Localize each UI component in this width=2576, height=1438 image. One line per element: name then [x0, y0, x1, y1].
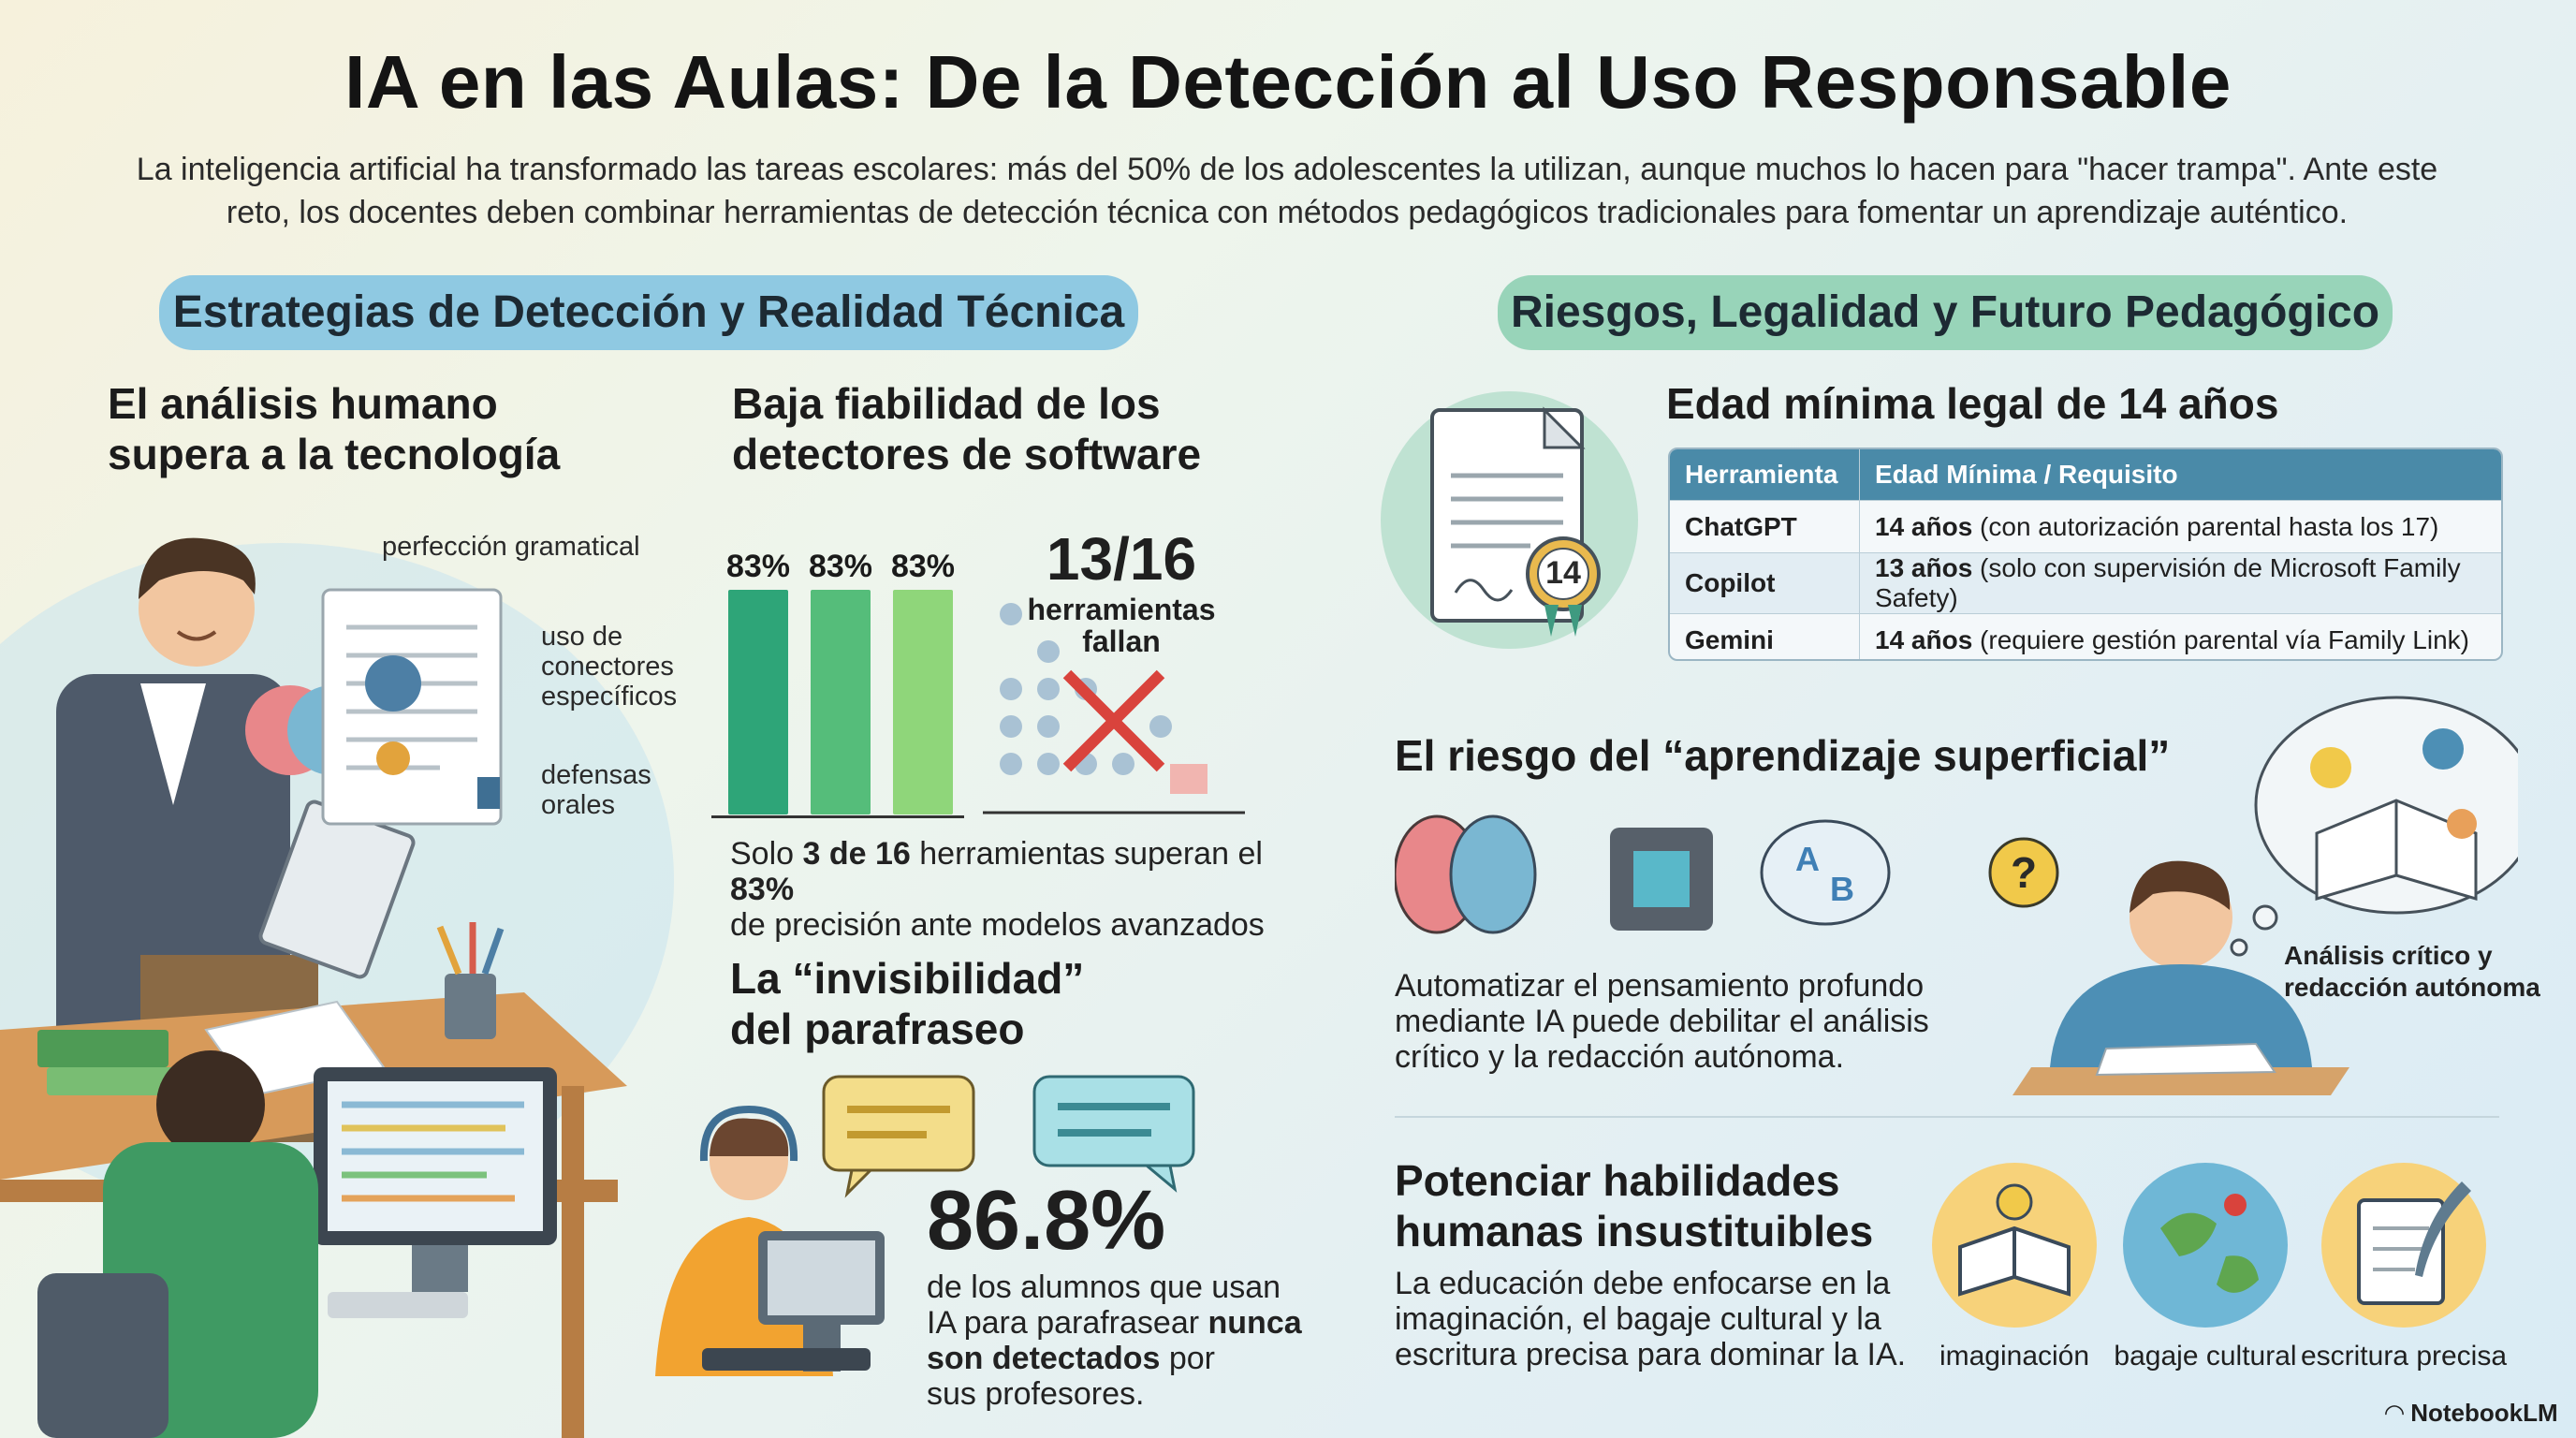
- question-icon: ?: [1988, 837, 2059, 908]
- table-row: Copilot 13 años (solo con supervisión de…: [1670, 552, 2501, 614]
- legal-age-heading: Edad mínima legal de 14 años: [1666, 379, 2279, 428]
- intro-paragraph: La inteligencia artificial ha transforma…: [136, 152, 2438, 230]
- superficial-text: Automatizar el pensamiento profundo medi…: [1395, 968, 1929, 1075]
- label-grammar-perfection: perfección gramatical: [382, 532, 640, 562]
- paraphrase-text: de los alumnos que usan IA para parafras…: [927, 1269, 1302, 1412]
- legal-document-icon: 14: [1381, 391, 1638, 649]
- globe-icon: [2123, 1163, 2288, 1328]
- label-oral-defense: defensas orales: [541, 760, 651, 820]
- tools-fail-stat: 13/16 herramientas fallan: [1027, 525, 1216, 658]
- human-skills-heading: Potenciar habilidades humanas insustitui…: [1395, 1156, 1874, 1255]
- teacher-illustration: [0, 537, 674, 1438]
- section-header-detection: Estrategias de Detección y Realidad Técn…: [159, 275, 1138, 350]
- student-thinking-illustration: [2012, 696, 2518, 1095]
- icon-caption: bagaje cultural: [2114, 1341, 2297, 1372]
- svg-text:B: B: [1830, 870, 1854, 908]
- imagination-icon: [1932, 1163, 2097, 1328]
- brand-logo-icon: ◠: [2385, 1399, 2411, 1427]
- bar: [811, 590, 871, 814]
- bar: [728, 590, 788, 814]
- table-row: ChatGPT 14 años (con autorización parent…: [1670, 500, 2501, 553]
- tools-grid-icon: [983, 603, 1245, 814]
- quill-writing-icon: [2321, 1163, 2486, 1328]
- critical-analysis-label: Análisis crítico y redacción autónoma: [2284, 941, 2540, 1002]
- bar: [893, 590, 953, 814]
- label-connectors: uso de conectores específicos: [541, 622, 678, 712]
- bar-value: 83%: [890, 549, 956, 584]
- icon-caption: escritura precisa: [2300, 1341, 2508, 1372]
- age-badge: 14: [1545, 555, 1581, 591]
- page-title: IA en las Aulas: De la Detección al Uso …: [344, 40, 2232, 124]
- brain-icon: [1395, 814, 1537, 934]
- bar-value: 83%: [808, 549, 873, 584]
- detectors-heading: Baja fiabilidad de los detectores de sof…: [732, 379, 1202, 478]
- superficial-learning-heading: El riesgo del “aprendizaje superficial”: [1395, 731, 2171, 780]
- translate-icon: A B: [1760, 819, 1891, 926]
- human-analysis-heading: El análisis humano supera a la tecnologí…: [108, 379, 561, 478]
- human-skills-text: La educación debe enfocarse en la imagin…: [1395, 1266, 1907, 1372]
- table-header: Edad Mínima / Requisito: [1859, 449, 2501, 501]
- detector-bar-chart: 83% 83% 83%: [711, 543, 964, 818]
- detectors-caption: Solo 3 de 16 herramientas superan el 83%…: [730, 836, 1265, 943]
- table-row: Gemini 14 años (requiere gestión parenta…: [1670, 613, 2501, 659]
- table-header: Herramienta: [1670, 449, 1860, 501]
- superficial-icons-row: A B ?: [1395, 814, 2059, 934]
- age-requirements-table: Herramienta Edad Mínima / Requisito Chat…: [1668, 448, 2503, 661]
- section-header-risks: Riesgos, Legalidad y Futuro Pedagógico: [1498, 275, 2393, 350]
- svg-text:?: ?: [2011, 848, 2037, 897]
- paraphrase-heading: La “invisibilidad” del parafraseo: [730, 954, 1085, 1053]
- chip-icon: [1610, 828, 1713, 931]
- notebooklm-brand: ◠ NotebookLM: [2385, 1399, 2558, 1427]
- paraphrase-stat: 86.8%: [927, 1174, 1166, 1268]
- section-divider: [1395, 1116, 2499, 1118]
- paraphrase-illustration: [655, 1075, 1195, 1376]
- icon-caption: imaginación: [1939, 1341, 2090, 1372]
- svg-text:A: A: [1795, 840, 1820, 878]
- bar-value: 83%: [725, 549, 791, 584]
